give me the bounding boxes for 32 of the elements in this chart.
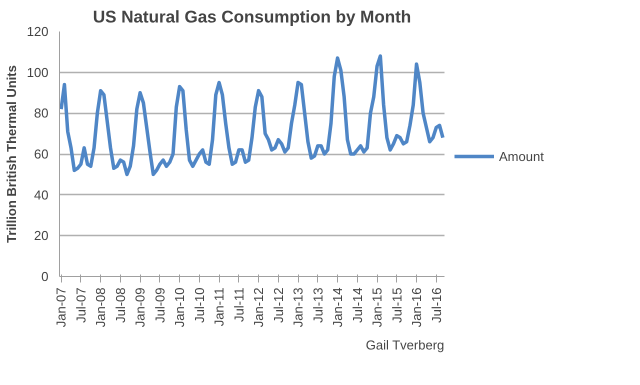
x-tick-label: Jul-16 — [428, 287, 444, 323]
y-tick-label: 40 — [34, 187, 49, 202]
chart-title: US Natural Gas Consumption by Month — [92, 8, 412, 26]
y-tick-label: 0 — [41, 269, 49, 284]
x-tick-label: Jul-12 — [270, 287, 286, 323]
x-tick-label: Jan-13 — [290, 288, 306, 328]
x-tick-label: Jul-14 — [350, 287, 365, 323]
x-tick-label: Jan-16 — [409, 288, 424, 328]
x-tick-label: Jan-10 — [172, 288, 188, 328]
x-tick-label: Jan-11 — [212, 287, 227, 326]
x-tick-label: Jul-08 — [112, 287, 128, 323]
y-tick-label: 60 — [34, 146, 49, 162]
text: Gail Tverberg — [366, 338, 444, 352]
x-tick-label: Jul-15 — [389, 287, 404, 323]
x-tick-label: Jul-11 — [231, 287, 246, 322]
x-tick-label: Jul-07 — [73, 287, 88, 323]
x-tick-label: Jan-12 — [251, 288, 266, 328]
y-tick-label: 100 — [26, 64, 49, 80]
line-series — [60, 54, 444, 176]
x-tick-label: Jan-15 — [370, 288, 385, 328]
x-tick-label: Jan-09 — [132, 288, 148, 328]
x-tick-label: Jul-10 — [192, 287, 207, 323]
x-tick-label: Jul-13 — [310, 287, 326, 323]
x-tick-label: Jan-08 — [93, 288, 108, 328]
y-tick-label: 20 — [34, 228, 49, 244]
x-tick-label: Jan-07 — [54, 288, 69, 328]
x-tick-label: Jul-09 — [152, 287, 168, 323]
x-tick-label: Jan-14 — [330, 288, 346, 328]
y-tick-label: 120 — [26, 24, 49, 39]
legend-label: Amount — [499, 148, 544, 164]
y-tick-label: 80 — [34, 106, 49, 121]
y-axis-title: Trillion British Thermal Units — [4, 65, 19, 243]
